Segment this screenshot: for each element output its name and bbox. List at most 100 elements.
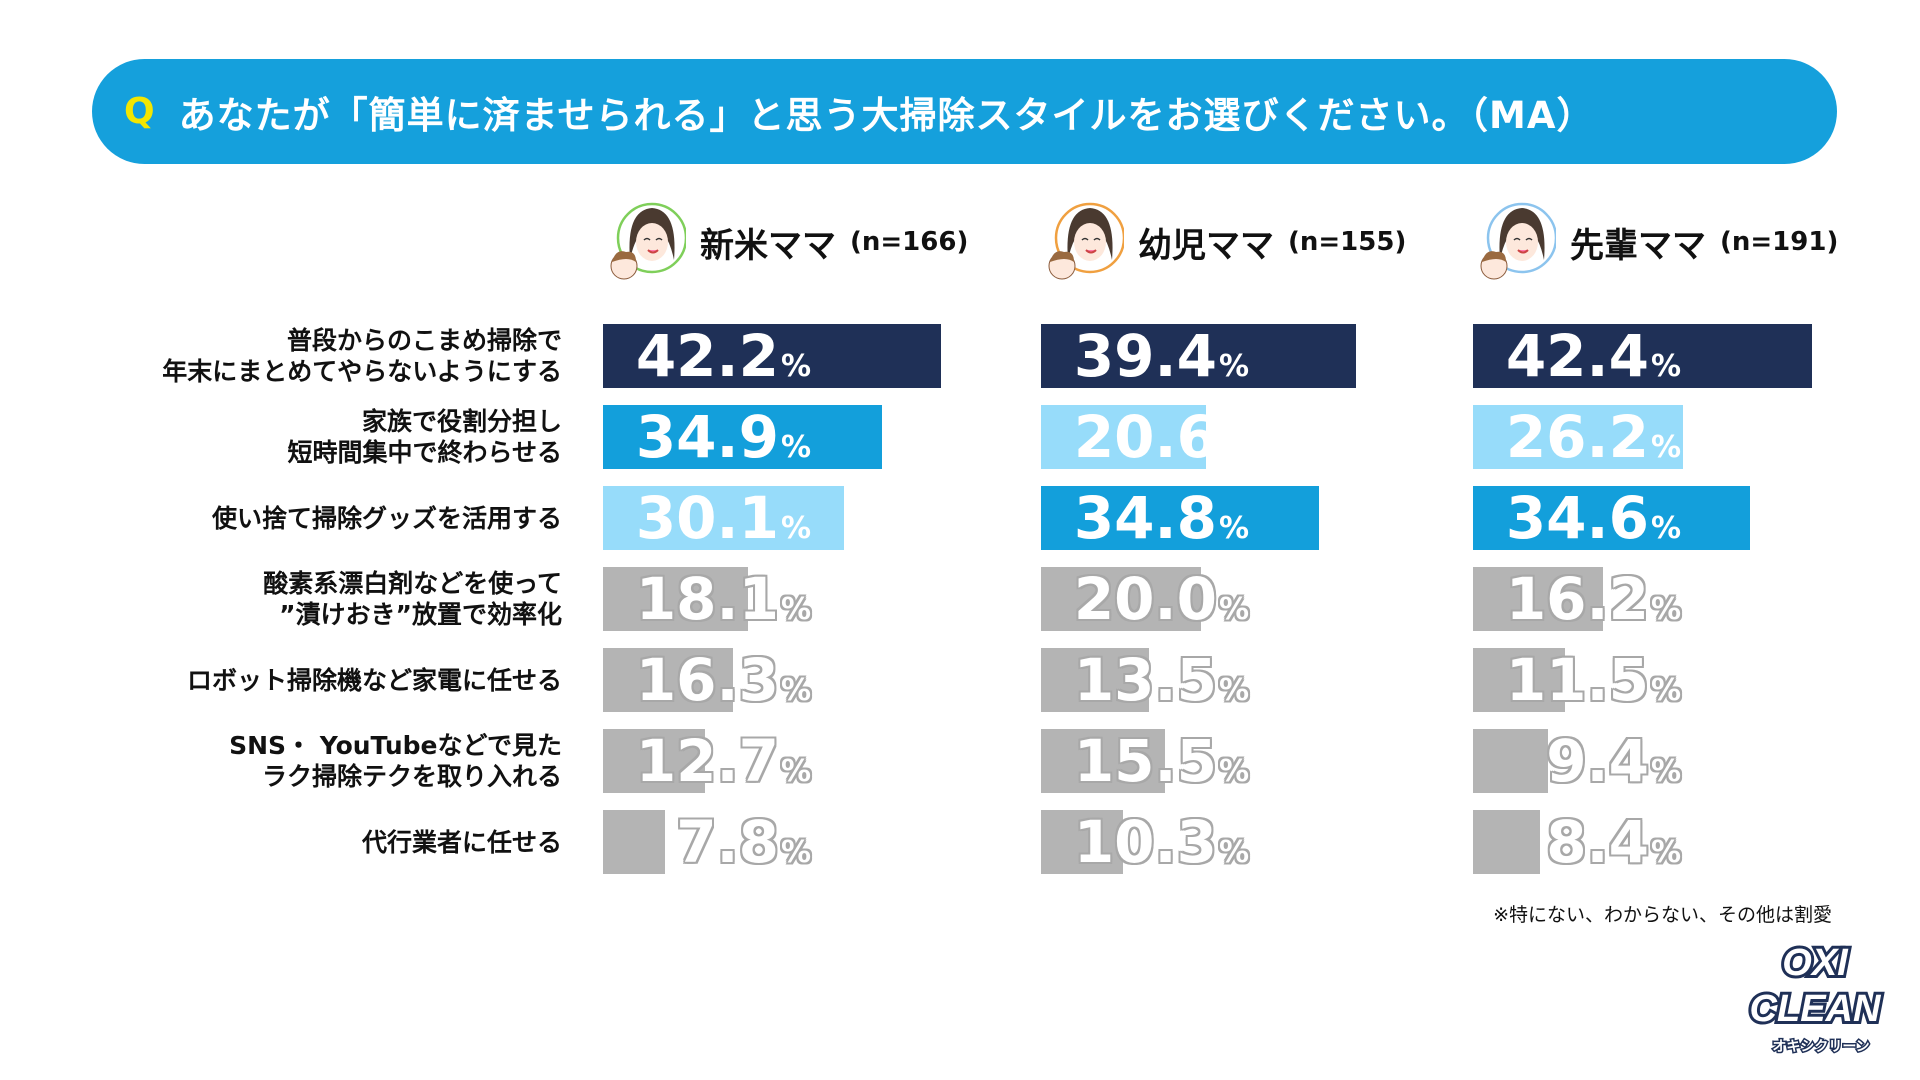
percent-sign: % [1218,754,1249,789]
category-label: 代行業者に任せる [60,810,562,874]
bar-value-number: 42.4 [1505,322,1649,390]
percent-sign: % [1218,673,1249,708]
bar [1041,567,1201,631]
bar-value-label: 20.0% [1039,567,1249,631]
percent-sign: % [780,754,811,789]
bar-value-number: 7.8 [676,808,779,876]
percent-sign: % [1650,592,1681,627]
category-label: ロボット掃除機など家電に任せる [60,648,562,712]
bar [603,567,748,631]
series-sample-size: (n=191) [1720,227,1839,257]
bar-value-label: 42.2% [601,324,811,388]
bar-value-number: 34.9 [635,403,779,471]
bar-value-number: 34.8 [1073,484,1217,552]
bar-value-label: 7.8% [601,810,811,874]
bar-value-label: 30.1% [601,486,811,550]
category-label-line: ”漬けおき”放置で効率化 [279,600,562,629]
bar-value-label: 8.4% [1471,810,1681,874]
bar-value-number: 10.3 [1073,808,1217,876]
category-label-line: 年末にまとめてやらないようにする [162,357,562,386]
footnote: ※特にない、わからない、その他は割愛 [1493,904,1832,926]
percent-sign: % [1650,430,1681,465]
bar [603,648,734,712]
bar-value-number: 26.2 [1505,403,1649,471]
series-name: 先輩ママ [1570,225,1706,266]
bar-value-label: 26.2% [1471,405,1681,469]
category-label-line: SNS・ YouTubeなどで見た [229,731,562,760]
percent-sign: % [1650,835,1681,870]
percent-sign: % [1650,754,1681,789]
category-label-line: 短時間集中で終わらせる [287,438,562,467]
bar-value-number: 20.6 [1073,403,1217,471]
bar-value-number: 30.1 [635,484,779,552]
bar-value-label: 13.5% [1039,648,1249,712]
series-name: 新米ママ [700,225,836,266]
bar-value-number: 9.4 [1546,727,1649,795]
category-label-line: ロボット掃除機など家電に任せる [186,665,562,695]
bar-value-number: 8.4 [1546,808,1649,876]
percent-sign: % [1218,430,1249,465]
bar [1473,405,1683,469]
percent-sign: % [1650,349,1681,384]
bar-value-number: 34.6 [1505,484,1649,552]
percent-sign: % [1650,511,1681,546]
column-header: 先輩ママ (n=191) [1478,200,1838,284]
percent-sign: % [780,673,811,708]
bar [1473,567,1603,631]
category-label: SNS・ YouTubeなどで見た ラク掃除テクを取り入れる [60,729,562,793]
bar-value-label: 10.3% [1039,810,1249,874]
bar-value-label: 42.4% [1471,324,1681,388]
bar [1041,729,1165,793]
series-sample-size: (n=155) [1288,227,1407,257]
bar-value-number: 15.5 [1073,727,1217,795]
bar-value-number: 11.5 [1505,646,1649,714]
bar [1473,324,1813,388]
bar [1473,810,1541,874]
percent-sign: % [780,349,811,384]
category-label: 普段からのこまめ掃除で 年末にまとめてやらないようにする [60,324,562,388]
svg-text:CLEAN: CLEAN [1750,988,1882,1030]
question-banner: Q あなたが「簡単に済ませられる」と思う大掃除スタイルをお選びください。（MA） [92,59,1837,164]
bar-value-number: 13.5 [1073,646,1217,714]
mother-avatar-icon [610,202,686,280]
bar-value-number: 42.2 [635,322,779,390]
bar-value-label: 16.2% [1471,567,1681,631]
category-label-line: 家族で役割分担し [361,407,562,436]
percent-sign: % [780,835,811,870]
bar-value-label: 15.5% [1039,729,1249,793]
column-header: 新米ママ (n=166) [608,200,968,284]
bar-value-number: 20.0 [1073,565,1217,633]
category-label-line: ラク掃除テクを取り入れる [261,762,562,791]
bar-value-label: 34.8% [1039,486,1249,550]
bar-value-label: 16.3% [601,648,811,712]
category-label-line: 使い捨て掃除グッズを活用する [211,503,562,533]
bar [1041,810,1124,874]
bar [1473,648,1565,712]
bar-value-label: 12.7% [601,729,811,793]
bar-value-number: 39.4 [1073,322,1217,390]
bar-value-label: 34.9% [601,405,811,469]
bar [1041,324,1357,388]
bar [603,486,844,550]
question-marker: Q [124,91,155,132]
mother-avatar-icon [1048,202,1124,280]
category-label: 酸素系漂白剤などを使って ”漬けおき”放置で効率化 [60,567,562,631]
bar-value-label: 9.4% [1471,729,1681,793]
question-text: あなたが「簡単に済ませられる」と思う大掃除スタイルをお選びください。（MA） [178,93,1595,137]
column-header: 幼児ママ (n=155) [1046,200,1406,284]
svg-text:オキシクリーン: オキシクリーン [1772,1039,1869,1055]
percent-sign: % [780,511,811,546]
bar-value-number: 12.7 [635,727,779,795]
bar-value-label: 11.5% [1471,648,1681,712]
bar [603,810,666,874]
percent-sign: % [1218,349,1249,384]
bar-value-number: 16.3 [635,646,779,714]
svg-text:OXI: OXI [1782,942,1849,984]
bar [603,729,705,793]
bar-value-label: 20.6% [1039,405,1249,469]
bar [1473,729,1549,793]
bar [1041,405,1206,469]
bar [603,324,941,388]
bar-value-label: 18.1% [601,567,811,631]
bar [603,405,883,469]
